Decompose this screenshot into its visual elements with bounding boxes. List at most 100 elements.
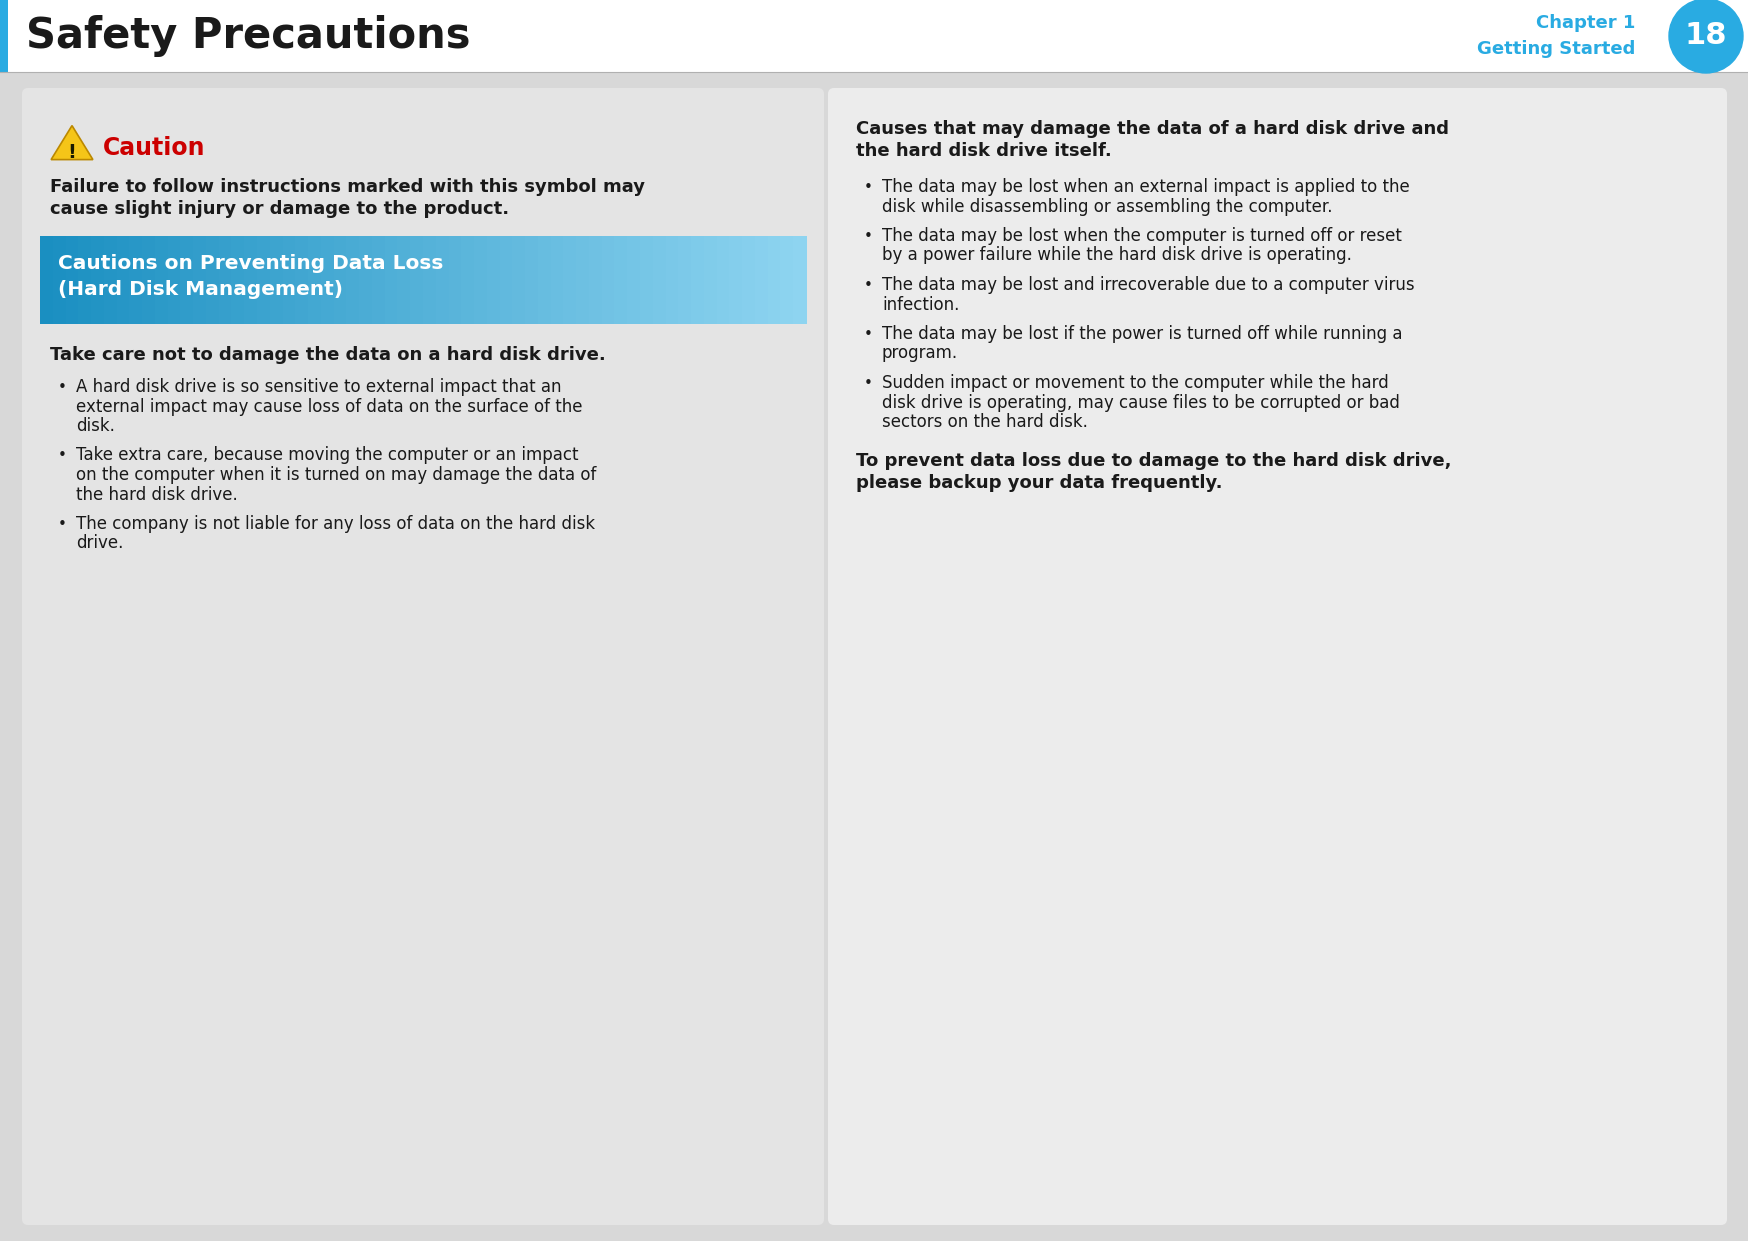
Text: Getting Started: Getting Started [1475, 40, 1634, 58]
FancyBboxPatch shape [601, 236, 615, 324]
FancyBboxPatch shape [512, 236, 526, 324]
Text: disk while disassembling or assembling the computer.: disk while disassembling or assembling t… [881, 197, 1332, 216]
FancyBboxPatch shape [218, 236, 232, 324]
FancyBboxPatch shape [40, 236, 54, 324]
Text: The data may be lost and irrecoverable due to a computer virus: The data may be lost and irrecoverable d… [881, 276, 1414, 294]
FancyBboxPatch shape [283, 236, 295, 324]
FancyBboxPatch shape [780, 236, 794, 324]
FancyBboxPatch shape [257, 236, 271, 324]
FancyBboxPatch shape [0, 72, 1748, 1241]
FancyBboxPatch shape [741, 236, 755, 324]
FancyBboxPatch shape [794, 236, 806, 324]
Text: !: ! [68, 143, 77, 161]
Text: The company is not liable for any loss of data on the hard disk: The company is not liable for any loss o… [75, 515, 594, 532]
Text: The data may be lost when an external impact is applied to the: The data may be lost when an external im… [881, 177, 1409, 196]
FancyBboxPatch shape [703, 236, 717, 324]
FancyBboxPatch shape [192, 236, 206, 324]
FancyBboxPatch shape [308, 236, 322, 324]
FancyBboxPatch shape [320, 236, 334, 324]
Text: Take extra care, because moving the computer or an impact: Take extra care, because moving the comp… [75, 447, 579, 464]
FancyBboxPatch shape [0, 0, 9, 72]
Text: infection.: infection. [881, 295, 960, 314]
Text: by a power failure while the hard disk drive is operating.: by a power failure while the hard disk d… [881, 247, 1351, 264]
Text: Sudden impact or movement to the computer while the hard: Sudden impact or movement to the compute… [881, 374, 1388, 392]
FancyBboxPatch shape [372, 236, 386, 324]
Text: disk drive is operating, may cause files to be corrupted or bad: disk drive is operating, may cause files… [881, 393, 1398, 412]
Text: Take care not to damage the data on a hard disk drive.: Take care not to damage the data on a ha… [51, 346, 605, 364]
FancyBboxPatch shape [435, 236, 449, 324]
FancyBboxPatch shape [729, 236, 743, 324]
Text: the hard disk drive.: the hard disk drive. [75, 485, 238, 504]
FancyBboxPatch shape [447, 236, 461, 324]
FancyBboxPatch shape [156, 236, 168, 324]
Text: The data may be lost if the power is turned off while running a: The data may be lost if the power is tur… [881, 325, 1402, 343]
FancyBboxPatch shape [461, 236, 475, 324]
FancyBboxPatch shape [678, 236, 692, 324]
FancyBboxPatch shape [551, 236, 565, 324]
Text: The data may be lost when the computer is turned off or reset: The data may be lost when the computer i… [881, 227, 1402, 244]
FancyBboxPatch shape [423, 236, 437, 324]
FancyBboxPatch shape [79, 236, 93, 324]
FancyBboxPatch shape [538, 236, 551, 324]
FancyBboxPatch shape [486, 236, 500, 324]
Polygon shape [51, 125, 93, 160]
FancyBboxPatch shape [180, 236, 194, 324]
FancyBboxPatch shape [168, 236, 182, 324]
FancyBboxPatch shape [474, 236, 488, 324]
Text: (Hard Disk Management): (Hard Disk Management) [58, 280, 343, 299]
Text: disk.: disk. [75, 417, 115, 436]
FancyBboxPatch shape [500, 236, 514, 324]
Text: •: • [864, 230, 872, 244]
FancyBboxPatch shape [103, 236, 117, 324]
FancyBboxPatch shape [614, 236, 628, 324]
FancyBboxPatch shape [91, 236, 105, 324]
Text: Cautions on Preventing Data Loss: Cautions on Preventing Data Loss [58, 254, 444, 273]
Text: the hard disk drive itself.: the hard disk drive itself. [855, 141, 1112, 160]
FancyBboxPatch shape [628, 236, 642, 324]
FancyBboxPatch shape [717, 236, 731, 324]
FancyBboxPatch shape [358, 236, 372, 324]
FancyBboxPatch shape [0, 0, 1748, 72]
FancyBboxPatch shape [666, 236, 678, 324]
FancyBboxPatch shape [411, 236, 423, 324]
Text: •: • [58, 448, 66, 463]
FancyBboxPatch shape [589, 236, 603, 324]
FancyBboxPatch shape [827, 88, 1725, 1225]
FancyBboxPatch shape [231, 236, 245, 324]
Text: 18: 18 [1683, 21, 1727, 51]
FancyBboxPatch shape [206, 236, 220, 324]
FancyBboxPatch shape [295, 236, 309, 324]
Text: cause slight injury or damage to the product.: cause slight injury or damage to the pro… [51, 200, 509, 218]
FancyBboxPatch shape [269, 236, 283, 324]
FancyBboxPatch shape [690, 236, 704, 324]
Text: program.: program. [881, 345, 958, 362]
FancyBboxPatch shape [23, 88, 823, 1225]
Text: on the computer when it is turned on may damage the data of: on the computer when it is turned on may… [75, 467, 596, 484]
Text: •: • [864, 376, 872, 391]
Text: Failure to follow instructions marked with this symbol may: Failure to follow instructions marked wi… [51, 177, 645, 196]
FancyBboxPatch shape [397, 236, 411, 324]
Text: Causes that may damage the data of a hard disk drive and: Causes that may damage the data of a har… [855, 120, 1447, 138]
FancyBboxPatch shape [142, 236, 156, 324]
FancyBboxPatch shape [129, 236, 143, 324]
Text: please backup your data frequently.: please backup your data frequently. [855, 474, 1222, 493]
Text: sectors on the hard disk.: sectors on the hard disk. [881, 413, 1087, 431]
FancyBboxPatch shape [640, 236, 654, 324]
Text: •: • [58, 380, 66, 395]
Text: •: • [864, 278, 872, 293]
FancyBboxPatch shape [245, 236, 259, 324]
FancyBboxPatch shape [563, 236, 577, 324]
FancyBboxPatch shape [755, 236, 769, 324]
FancyBboxPatch shape [767, 236, 781, 324]
FancyBboxPatch shape [346, 236, 360, 324]
FancyBboxPatch shape [65, 236, 79, 324]
Text: Safety Precautions: Safety Precautions [26, 15, 470, 57]
Text: •: • [864, 326, 872, 343]
FancyBboxPatch shape [524, 236, 538, 324]
Text: external impact may cause loss of data on the surface of the: external impact may cause loss of data o… [75, 397, 582, 416]
FancyBboxPatch shape [334, 236, 348, 324]
Text: •: • [58, 517, 66, 532]
FancyBboxPatch shape [117, 236, 131, 324]
Circle shape [1668, 0, 1743, 73]
Text: drive.: drive. [75, 535, 124, 552]
